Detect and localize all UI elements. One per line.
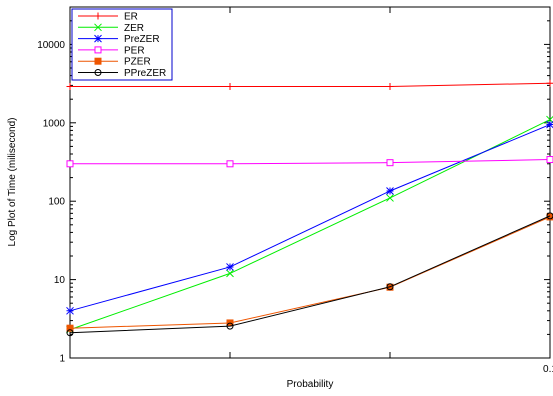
- data-point: [226, 322, 234, 330]
- data-point: [66, 329, 74, 337]
- data-point: [386, 159, 394, 167]
- legend-label: ZER: [124, 23, 144, 34]
- y-tick-label: 10000: [37, 40, 65, 51]
- data-point: [386, 83, 394, 91]
- x-axis: 0.1: [69, 7, 553, 375]
- data-point: [66, 306, 74, 315]
- y-axis-title: Log Plot of Time (milisecond): [7, 118, 18, 247]
- series-zer: [66, 115, 553, 334]
- series-line: [69, 216, 551, 329]
- legend-label: PreZER: [124, 34, 160, 45]
- data-point: [94, 69, 102, 76]
- data-point: [94, 12, 102, 20]
- data-point: [94, 46, 102, 54]
- y-tick-label: 100: [48, 197, 65, 208]
- data-point: [66, 324, 74, 332]
- legend-item: PPreZER: [78, 68, 166, 79]
- y-tick-label: 1: [59, 354, 65, 365]
- data-point: [66, 83, 74, 91]
- data-point: [226, 269, 234, 278]
- y-tick-label: 10: [54, 275, 66, 286]
- legend-item: ZER: [78, 23, 144, 34]
- data-point: [386, 194, 394, 202]
- legend-item: ER: [78, 12, 138, 23]
- data-point: [386, 283, 394, 291]
- series-line: [69, 124, 551, 312]
- data-point: [226, 263, 234, 271]
- legend-item: PreZER: [78, 34, 160, 45]
- data-point: [226, 83, 234, 91]
- data-point: [386, 187, 394, 195]
- y-tick-label: 1000: [43, 118, 66, 129]
- series-line: [69, 215, 551, 334]
- series-pprezer: [66, 212, 553, 337]
- data-point: [226, 160, 234, 168]
- legend-label: ER: [124, 12, 138, 23]
- series-pzer: [66, 213, 553, 332]
- series-er: [66, 79, 553, 91]
- legend-box: [71, 8, 173, 81]
- x-axis-title: Probability: [287, 379, 334, 390]
- x-tick-label: 0.1: [543, 364, 553, 375]
- series-line: [70, 82, 551, 88]
- series-layer: [66, 79, 553, 337]
- legend-label: PER: [124, 45, 145, 56]
- data-point: [546, 79, 553, 87]
- data-point: [94, 23, 102, 32]
- legend-item: PER: [78, 45, 145, 56]
- data-point: [94, 57, 102, 65]
- legend-item: PZER: [78, 57, 151, 68]
- data-point: [546, 120, 553, 129]
- series-per: [66, 156, 553, 168]
- legend-label: PPreZER: [124, 68, 166, 79]
- series-line: [70, 159, 551, 165]
- data-point: [546, 156, 553, 164]
- series-prezer: [66, 120, 553, 315]
- data-point: [94, 34, 102, 43]
- legend-label: PZER: [124, 57, 151, 68]
- y-axis: 1 10 100 1000 10000: [37, 6, 550, 365]
- data-point: [66, 160, 74, 168]
- plot-frame: [69, 6, 551, 359]
- series-line: [69, 119, 551, 331]
- data-point: [546, 212, 553, 220]
